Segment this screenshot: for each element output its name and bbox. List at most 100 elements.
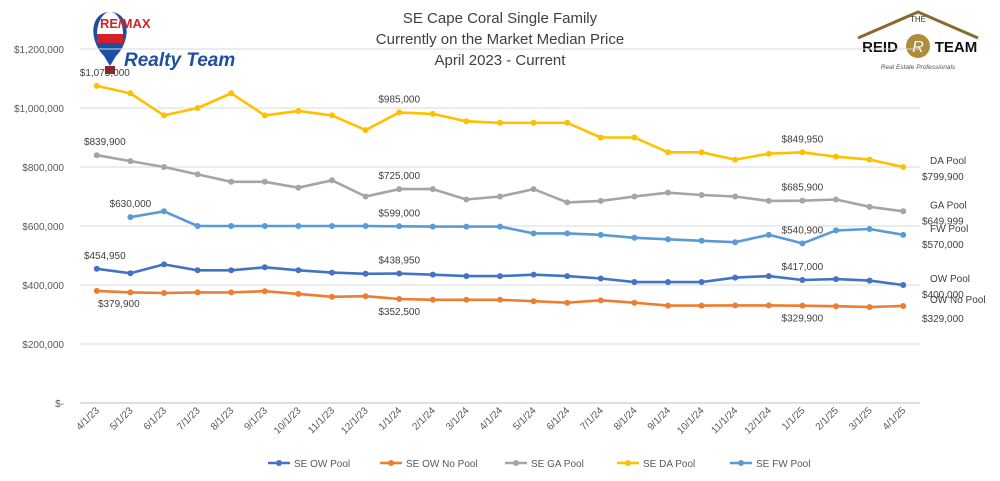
chart-title-line-1: SE Cape Coral Single Family bbox=[402, 10, 598, 27]
data-point-ow_no_pool bbox=[631, 299, 638, 306]
data-point-ow_pool bbox=[329, 269, 335, 276]
data-point-ow_no_pool bbox=[362, 293, 369, 300]
series-end-label: OW Pool bbox=[930, 274, 970, 285]
y-tick-label: $800,000 bbox=[22, 163, 64, 174]
data-point-fw_pool bbox=[564, 230, 571, 237]
chart-title-line-2: Currently on the Market Median Price bbox=[375, 31, 625, 48]
y-tick-label: $600,000 bbox=[22, 222, 64, 233]
data-point-da_pool bbox=[866, 156, 873, 163]
data-point-ow_pool bbox=[261, 264, 268, 271]
x-tick-label: 5/1/24 bbox=[511, 405, 539, 433]
data-point-ga_pool bbox=[362, 193, 369, 200]
data-point-ow_no_pool bbox=[765, 302, 772, 309]
x-tick-label: 11/1/24 bbox=[709, 405, 740, 436]
data-point-fw_pool bbox=[866, 225, 873, 232]
svg-text:THE: THE bbox=[910, 15, 926, 24]
data-point-fw_pool bbox=[329, 223, 335, 229]
data-point-ow_pool bbox=[698, 279, 705, 286]
x-tick-label: 10/1/23 bbox=[272, 405, 304, 437]
data-point-ow_no_pool bbox=[866, 304, 873, 311]
x-tick-label: 11/1/23 bbox=[306, 405, 337, 436]
data-point-ga_pool bbox=[429, 186, 436, 193]
series-line-fw_pool bbox=[130, 210, 904, 245]
data-label: $379,900 bbox=[98, 299, 140, 310]
data-point-da_pool bbox=[732, 156, 739, 163]
data-point-fw_pool bbox=[698, 237, 705, 244]
data-point-fw_pool bbox=[631, 234, 638, 241]
data-point-ow_pool bbox=[833, 276, 839, 283]
remax-realty-team-logo: RE/MAX Realty Team bbox=[93, 12, 235, 74]
series-end-label: FW Pool bbox=[930, 224, 968, 235]
data-point-ga_pool bbox=[564, 199, 571, 206]
svg-text:Realty Team: Realty Team bbox=[124, 50, 235, 71]
legend-item: SE OW Pool bbox=[294, 459, 350, 470]
chart-title-line-3: April 2023 - Current bbox=[434, 52, 566, 69]
data-point-da_pool bbox=[228, 90, 235, 97]
legend-item: SE OW No Pool bbox=[406, 459, 478, 470]
data-label: $649,999 bbox=[922, 216, 964, 227]
data-label: $630,000 bbox=[110, 199, 152, 210]
svg-text:TEAM: TEAM bbox=[935, 39, 978, 56]
data-point-fw_pool bbox=[228, 223, 235, 229]
data-point-fw_pool bbox=[765, 231, 772, 238]
data-label: $454,950 bbox=[84, 251, 126, 262]
data-point-ow_pool bbox=[161, 261, 167, 268]
data-point-ga_pool bbox=[530, 186, 537, 193]
y-tick-label: $400,000 bbox=[22, 281, 64, 292]
data-point-ow_pool bbox=[564, 273, 571, 280]
x-tick-label: 3/1/25 bbox=[847, 405, 875, 433]
series-end-label: GA Pool bbox=[930, 200, 967, 211]
data-point-ow_pool bbox=[665, 279, 671, 286]
data-point-ow_pool bbox=[799, 276, 806, 283]
legend-marker-da_pool bbox=[625, 460, 631, 466]
series-end-label: DA Pool bbox=[930, 156, 966, 167]
y-tick-label: $- bbox=[55, 399, 64, 410]
x-tick-label: 1/1/25 bbox=[780, 405, 808, 433]
x-tick-label: 8/1/24 bbox=[612, 405, 640, 433]
data-point-ow_no_pool bbox=[429, 296, 436, 303]
data-point-da_pool bbox=[765, 150, 772, 157]
data-point-da_pool bbox=[463, 118, 470, 125]
data-point-fw_pool bbox=[194, 223, 201, 229]
x-tick-label: 9/1/24 bbox=[646, 405, 674, 433]
data-point-fw_pool bbox=[497, 223, 503, 230]
data-point-ow_no_pool bbox=[261, 288, 268, 295]
x-tick-label: 12/1/24 bbox=[743, 405, 775, 437]
data-point-ow_no_pool bbox=[900, 302, 907, 309]
data-point-da_pool bbox=[93, 82, 100, 89]
x-tick-label: 4/1/23 bbox=[74, 405, 102, 433]
data-point-ow_pool bbox=[631, 279, 638, 286]
data-point-ow_no_pool bbox=[127, 289, 134, 296]
legend-marker-fw_pool bbox=[738, 460, 744, 466]
data-label: $839,900 bbox=[84, 137, 126, 148]
svg-text:RE/MAX: RE/MAX bbox=[100, 16, 151, 31]
data-point-ga_pool bbox=[497, 193, 503, 200]
data-point-da_pool bbox=[429, 110, 436, 117]
data-point-da_pool bbox=[597, 134, 604, 141]
data-point-fw_pool bbox=[261, 223, 268, 229]
data-point-ow_no_pool bbox=[833, 303, 839, 310]
svg-text:R: R bbox=[912, 39, 924, 56]
legend-item: SE DA Pool bbox=[643, 459, 695, 470]
data-label: $540,900 bbox=[782, 225, 824, 236]
data-point-ow_no_pool bbox=[530, 298, 537, 305]
data-point-ow_pool bbox=[396, 270, 403, 277]
data-point-da_pool bbox=[631, 134, 638, 141]
data-point-ow_no_pool bbox=[194, 289, 201, 296]
data-point-fw_pool bbox=[295, 223, 302, 229]
data-point-ow_no_pool bbox=[497, 296, 503, 303]
x-tick-label: 12/1/23 bbox=[339, 405, 371, 437]
data-point-ow_no_pool bbox=[799, 302, 806, 309]
data-point-fw_pool bbox=[161, 208, 167, 215]
data-label: $1,075,000 bbox=[80, 68, 130, 79]
x-tick-label: 8/1/23 bbox=[209, 405, 237, 433]
data-point-fw_pool bbox=[429, 223, 436, 230]
data-point-ga_pool bbox=[799, 197, 806, 204]
data-point-da_pool bbox=[900, 164, 907, 171]
legend-marker-ow_pool bbox=[276, 460, 282, 466]
data-point-ow_no_pool bbox=[597, 297, 604, 304]
data-label: $799,900 bbox=[922, 172, 964, 183]
data-point-da_pool bbox=[799, 149, 806, 156]
data-point-ow_no_pool bbox=[665, 302, 671, 309]
